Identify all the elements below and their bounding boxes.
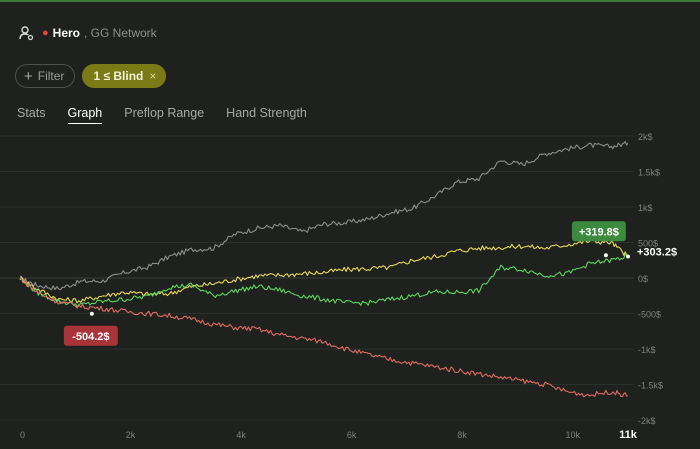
x-tick-label: 0: [20, 430, 25, 440]
user-settings-icon[interactable]: [18, 25, 34, 41]
series-line-yellow: [19, 238, 629, 304]
plus-icon: +: [24, 67, 33, 85]
network-name: , GG Network: [84, 26, 157, 40]
y-tick-label: 1.5k$: [638, 168, 660, 178]
annotation-label: +319.8$: [579, 226, 619, 238]
y-tick-label: 1k$: [638, 203, 653, 213]
y-tick-label: 500$: [638, 239, 658, 249]
filter-bar: + Filter 1 ≤ Blind ×: [15, 64, 167, 88]
series-line-gray: [19, 140, 629, 291]
y-tick-label: -2k$: [638, 416, 656, 426]
x-tick-label: 4k: [236, 430, 246, 440]
annotation-badge: [63, 325, 118, 346]
tab-hand-strength[interactable]: Hand Strength: [226, 106, 307, 120]
series-line-red: [19, 277, 629, 398]
x-tick-label: 10k: [565, 430, 580, 440]
x-tick-label: 8k: [457, 430, 467, 440]
annotation-point: [89, 311, 94, 316]
annotation-badge: [571, 221, 626, 242]
x-tick-label: 11k: [619, 429, 638, 441]
annotation-point: [626, 254, 630, 259]
annotation-label: -504.2$: [72, 331, 109, 343]
y-tick-label: 2k$: [638, 132, 653, 142]
view-tabs: Stats Graph Preflop Range Hand Strength: [17, 106, 307, 124]
tab-preflop-range[interactable]: Preflop Range: [124, 106, 205, 120]
status-dot-icon: ●: [42, 27, 49, 39]
top-accent-line: [0, 0, 700, 2]
profit-graph: 2k$ 1.5k$ 1k$ 500$ 0$ -500$ -1k$ -1.5k$ -2k$ 0 2k 4…: [0, 132, 677, 441]
annotation-point: [603, 253, 608, 258]
y-tick-label: -1.5k$: [638, 381, 663, 391]
y-tick-label: 0$: [638, 274, 648, 284]
y-tick-label: -500$: [638, 310, 661, 320]
player-header: ● Hero , GG Network: [18, 24, 157, 42]
blind-filter-label: 1 ≤ Blind: [93, 69, 144, 83]
add-filter-button[interactable]: + Filter: [15, 64, 76, 88]
x-tick-label: 6k: [347, 430, 357, 440]
tab-stats[interactable]: Stats: [17, 106, 46, 120]
blind-filter-chip[interactable]: 1 ≤ Blind ×: [82, 64, 167, 88]
annotation-label: +303.2$: [637, 246, 677, 258]
add-filter-label: Filter: [37, 69, 65, 83]
series-line-green: [19, 253, 629, 308]
close-icon[interactable]: ×: [149, 69, 157, 83]
player-name[interactable]: Hero: [52, 26, 80, 40]
y-tick-label: -1k$: [638, 345, 656, 355]
x-tick-label: 2k: [126, 430, 136, 440]
tab-graph[interactable]: Graph: [67, 106, 103, 124]
